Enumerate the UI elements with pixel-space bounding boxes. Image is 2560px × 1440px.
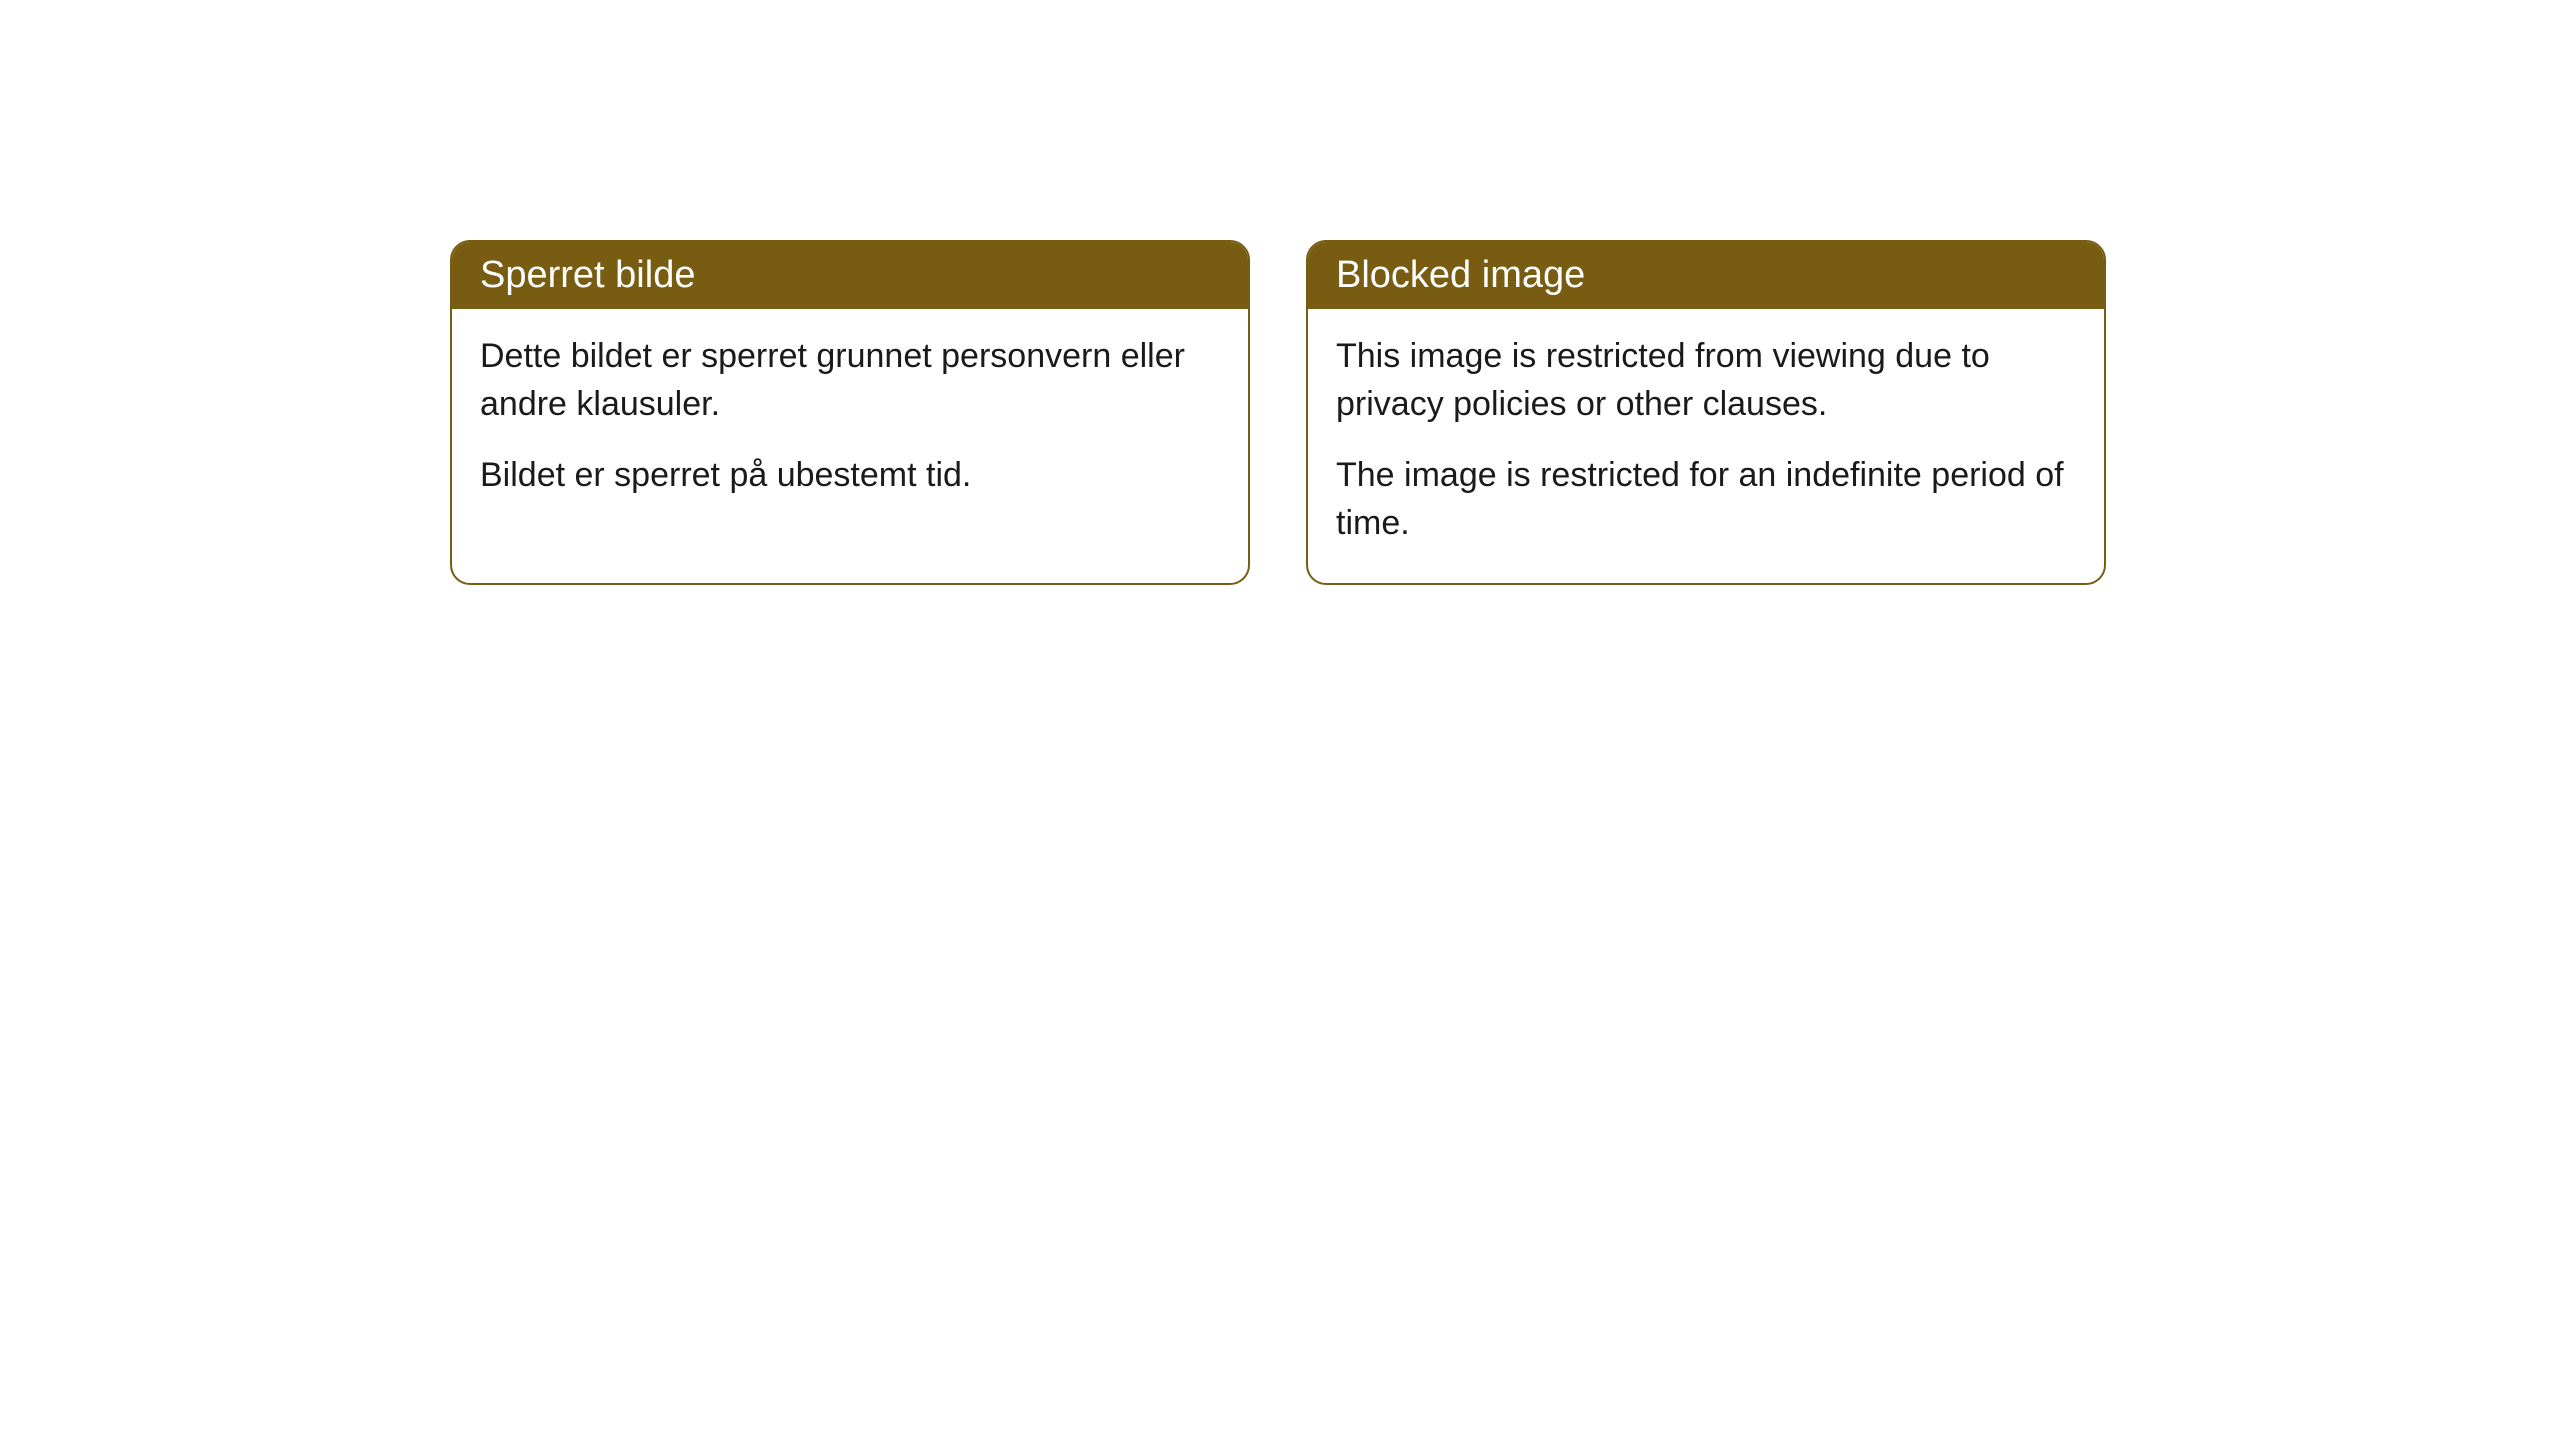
card-text-english-1: This image is restricted from viewing du… bbox=[1336, 333, 2076, 428]
card-body-english: This image is restricted from viewing du… bbox=[1308, 309, 2104, 583]
card-text-english-2: The image is restricted for an indefinit… bbox=[1336, 452, 2076, 547]
card-text-norwegian-1: Dette bildet er sperret grunnet personve… bbox=[480, 333, 1220, 428]
card-norwegian: Sperret bilde Dette bildet er sperret gr… bbox=[450, 240, 1250, 585]
card-title-norwegian: Sperret bilde bbox=[480, 254, 695, 296]
card-body-norwegian: Dette bildet er sperret grunnet personve… bbox=[452, 309, 1248, 536]
card-header-norwegian: Sperret bilde bbox=[452, 242, 1248, 309]
cards-container: Sperret bilde Dette bildet er sperret gr… bbox=[0, 0, 2560, 585]
card-header-english: Blocked image bbox=[1308, 242, 2104, 309]
card-english: Blocked image This image is restricted f… bbox=[1306, 240, 2106, 585]
card-title-english: Blocked image bbox=[1336, 254, 1585, 296]
card-text-norwegian-2: Bildet er sperret på ubestemt tid. bbox=[480, 452, 1220, 500]
